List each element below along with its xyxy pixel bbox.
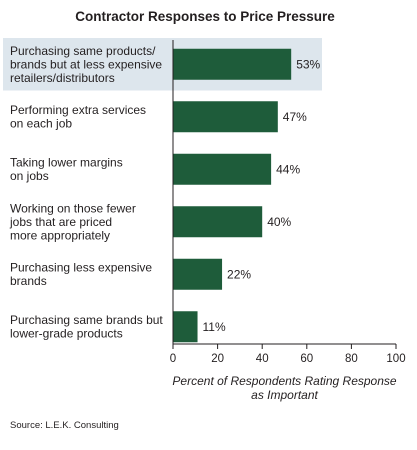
- value-label-4: 22%: [227, 267, 251, 281]
- bar-3: [173, 206, 263, 238]
- bar-4: [173, 258, 223, 290]
- category-label-3-line-1: jobs that are priced: [9, 215, 112, 229]
- category-label-5: Purchasing same brands but lower-grade pr…: [10, 313, 163, 341]
- value-label-0: 53%: [296, 57, 320, 71]
- x-tick-label-0: 0: [170, 353, 176, 365]
- category-label-2-line-0: Taking lower margins: [10, 156, 123, 170]
- source-note: Source: L.E.K. Consulting: [10, 420, 119, 431]
- category-label-3-line-0: Working on those fewer: [10, 201, 136, 215]
- category-label-4: Purchasing less expensive brands: [10, 261, 152, 289]
- category-label-4-line-0: Purchasing less expensive: [10, 261, 152, 275]
- bar-5: [173, 311, 198, 343]
- category-label-5-line-1: lower-grade products: [10, 327, 123, 341]
- value-label-5: 11%: [203, 320, 226, 334]
- category-label-0-line-2: retailers/distributors: [10, 71, 115, 85]
- category-label-0-line-0: Purchasing same products/: [10, 44, 156, 58]
- x-axis-label-line-2: as Important: [251, 388, 318, 402]
- bar-1: [173, 101, 278, 133]
- value-label-2: 44%: [276, 162, 300, 176]
- category-label-1: Performing extra services on each job: [10, 103, 146, 131]
- category-label-3-line-2: more appropriately: [10, 228, 110, 242]
- category-label-1-line-1: on each job: [10, 117, 72, 131]
- category-label-2: Taking lower margins on jobs: [10, 156, 123, 184]
- x-tick-label-4: 80: [345, 353, 358, 365]
- bar-2: [173, 153, 272, 185]
- x-axis-label-line-1: Percent of Respondents Rating Response: [172, 374, 396, 388]
- category-label-3: Working on those fewer jobs that are pric…: [9, 201, 136, 242]
- category-label-4-line-1: brands: [10, 274, 47, 288]
- category-label-0-line-1: brands but at less expensive: [10, 57, 162, 71]
- x-tick-label-1: 20: [211, 353, 224, 365]
- chart-title: Contractor Responses to Price Pressure: [75, 9, 335, 24]
- value-label-1: 47%: [283, 110, 307, 124]
- bar-0: [173, 48, 292, 80]
- category-label-2-line-1: on jobs: [10, 169, 49, 183]
- category-label-5-line-0: Purchasing same brands but: [10, 313, 163, 327]
- x-tick-label-5: 100: [386, 353, 405, 365]
- value-label-3: 40%: [267, 215, 291, 229]
- category-label-1-line-0: Performing extra services: [10, 103, 146, 117]
- x-tick-label-3: 60: [300, 353, 313, 365]
- category-label-0: Purchasing same products/brands but at l…: [10, 44, 162, 85]
- x-tick-label-2: 40: [256, 353, 269, 365]
